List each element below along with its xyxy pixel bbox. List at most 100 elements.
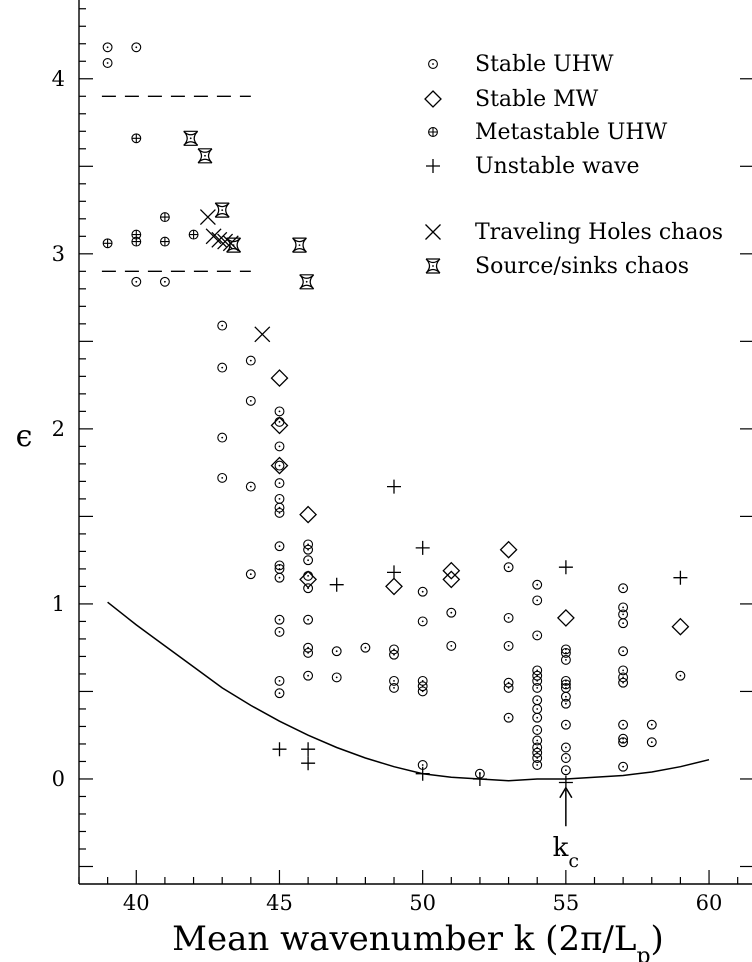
- series-traveling-holes-chaos: [199, 209, 271, 343]
- data-point: [188, 229, 199, 240]
- data-point: [618, 665, 629, 676]
- x-axis-label: Mean wavenumber k (2π/Lp): [172, 919, 664, 962]
- data-point: [217, 472, 228, 483]
- data-point: [417, 681, 428, 692]
- data-point: [389, 649, 399, 660]
- data-point: [217, 362, 228, 373]
- data-point: [415, 766, 430, 781]
- data-point: [532, 695, 543, 706]
- neutral-stability-curve: [107, 601, 710, 782]
- data-point: [532, 725, 543, 735]
- data-point: [673, 570, 688, 585]
- kc-arrow-head: [559, 786, 573, 799]
- data-point: [503, 677, 514, 688]
- legend-label: Stable UHW: [475, 52, 614, 77]
- data-point: [532, 682, 543, 693]
- data-point: [292, 237, 307, 253]
- data-point: [303, 614, 314, 625]
- data-point: [532, 670, 543, 681]
- legend: Stable UHW Stable MW Metastable UHW Unstabl…: [424, 52, 723, 279]
- data-point: [274, 502, 285, 513]
- data-point: [131, 276, 142, 287]
- data-point: [102, 238, 113, 249]
- data-point: [331, 646, 342, 657]
- data-point: [560, 691, 571, 702]
- data-point: [532, 665, 543, 676]
- data-point: [329, 577, 344, 592]
- plot-frame: [78, 0, 752, 885]
- data-point: [618, 618, 629, 629]
- data-point: [270, 456, 289, 475]
- data-point: [560, 647, 571, 658]
- y-axis-label: ϵ: [16, 419, 33, 454]
- data-point: [131, 236, 142, 247]
- legend-marker: [428, 59, 438, 69]
- data-point: [532, 712, 543, 723]
- data-point: [272, 742, 287, 757]
- series-stable-mw: [270, 369, 690, 636]
- data-point: [415, 540, 430, 555]
- neutral-curve-layer: [107, 601, 710, 782]
- data-point: [618, 583, 629, 594]
- data-point: [389, 682, 399, 693]
- data-point: [211, 231, 228, 248]
- data-point: [618, 677, 629, 688]
- data-point: [499, 540, 518, 559]
- kc-label: kc: [553, 833, 579, 872]
- data-point: [532, 579, 543, 590]
- axis-ticks: 40 45 50 55 60 0 1 2 3 4: [52, 8, 752, 915]
- series-metastable-uhw: [102, 133, 199, 249]
- legend-marker: [425, 224, 441, 240]
- data-point: [274, 614, 285, 625]
- y-tick-label: 3: [52, 242, 65, 266]
- legend-label: Unstable wave: [475, 154, 639, 179]
- data-point: [159, 212, 170, 223]
- data-point: [131, 42, 142, 53]
- data-point: [503, 640, 514, 651]
- data-point: [560, 742, 571, 753]
- data-point: [183, 130, 199, 146]
- data-point: [446, 607, 457, 618]
- data-point: [442, 561, 461, 580]
- data-point: [360, 642, 371, 653]
- data-point: [417, 586, 428, 597]
- data-point: [274, 507, 285, 518]
- y-tick-label: 1: [52, 592, 65, 616]
- data-point: [226, 237, 242, 253]
- data-point: [556, 608, 575, 627]
- legend-item: Source/sinks chaos: [425, 254, 689, 279]
- data-point: [303, 670, 314, 681]
- legend-marker: [426, 159, 440, 173]
- data-point: [385, 577, 403, 596]
- legend-label: Metastable UHW: [475, 120, 668, 145]
- data-point: [274, 675, 285, 686]
- data-point: [303, 555, 314, 566]
- data-point: [503, 562, 514, 573]
- data-point: [205, 228, 222, 245]
- data-point: [270, 416, 289, 435]
- data-point: [503, 612, 514, 623]
- data-point: [618, 719, 629, 730]
- legend-item: Stable UHW: [428, 52, 614, 77]
- data-point: [299, 570, 318, 589]
- data-point: [331, 672, 342, 683]
- series-source-sinks-chaos: [183, 130, 315, 290]
- data-point: [301, 742, 316, 757]
- data-point: [274, 478, 285, 489]
- data-point: [254, 326, 271, 343]
- series-unstable-wave: [272, 479, 688, 790]
- data-point: [387, 479, 401, 494]
- legend-label: Source/sinks chaos: [475, 254, 689, 279]
- data-point: [245, 481, 256, 492]
- data-point: [671, 617, 690, 636]
- data-point: [102, 42, 113, 53]
- data-point: [618, 737, 629, 748]
- data-point: [532, 753, 543, 763]
- data-point: [389, 644, 399, 655]
- data-point: [618, 646, 629, 657]
- legend-marker: [428, 127, 438, 137]
- data-point: [560, 765, 571, 776]
- data-point: [274, 688, 285, 699]
- data-point: [532, 704, 543, 714]
